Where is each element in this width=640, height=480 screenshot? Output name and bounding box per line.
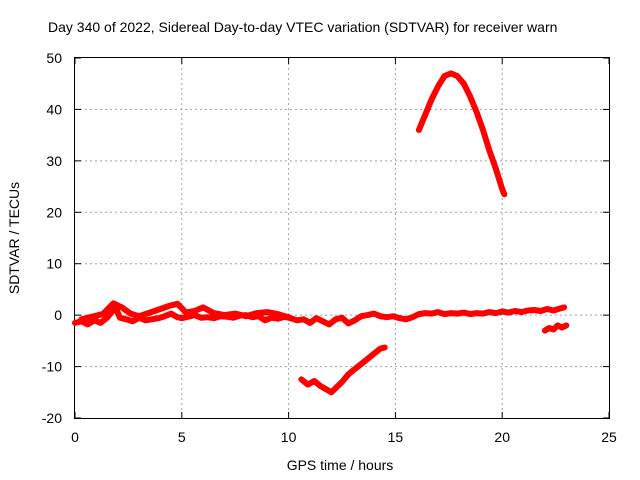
data-series — [72, 70, 570, 396]
series-line-peak — [415, 70, 508, 198]
plot-frame — [74, 57, 610, 419]
y-tick-label: 10 — [46, 256, 62, 272]
series-line-upper-band — [78, 300, 292, 323]
x-tick-label: 25 — [601, 429, 617, 445]
x-tick-label: 0 — [71, 429, 79, 445]
y-tick-label: -20 — [42, 410, 62, 426]
y-tick-label: 0 — [54, 307, 62, 323]
x-tick-label: 5 — [178, 429, 186, 445]
x-axis-label: GPS time / hours — [287, 457, 394, 473]
y-tick-label: 20 — [46, 204, 62, 220]
y-axis-label: SDTVAR / TECUs — [6, 182, 22, 294]
y-tick-label: 40 — [46, 101, 62, 117]
x-tick-label: 10 — [281, 429, 297, 445]
y-tick-label: -10 — [42, 359, 62, 375]
x-tick-label: 15 — [388, 429, 404, 445]
chart-title: Day 340 of 2022, Sidereal Day-to-day VTE… — [48, 19, 557, 35]
y-tick-label: 30 — [46, 153, 62, 169]
grid — [75, 58, 609, 418]
x-tick-label: 20 — [494, 429, 510, 445]
series-line-tail — [541, 322, 570, 334]
y-tick-label: 50 — [46, 50, 62, 66]
axis-ticks: 0 5 10 15 20 25 -20 -10 0 10 20 30 40 50 — [42, 50, 617, 445]
series-line-main — [72, 304, 568, 328]
series-line-dip — [298, 344, 388, 396]
